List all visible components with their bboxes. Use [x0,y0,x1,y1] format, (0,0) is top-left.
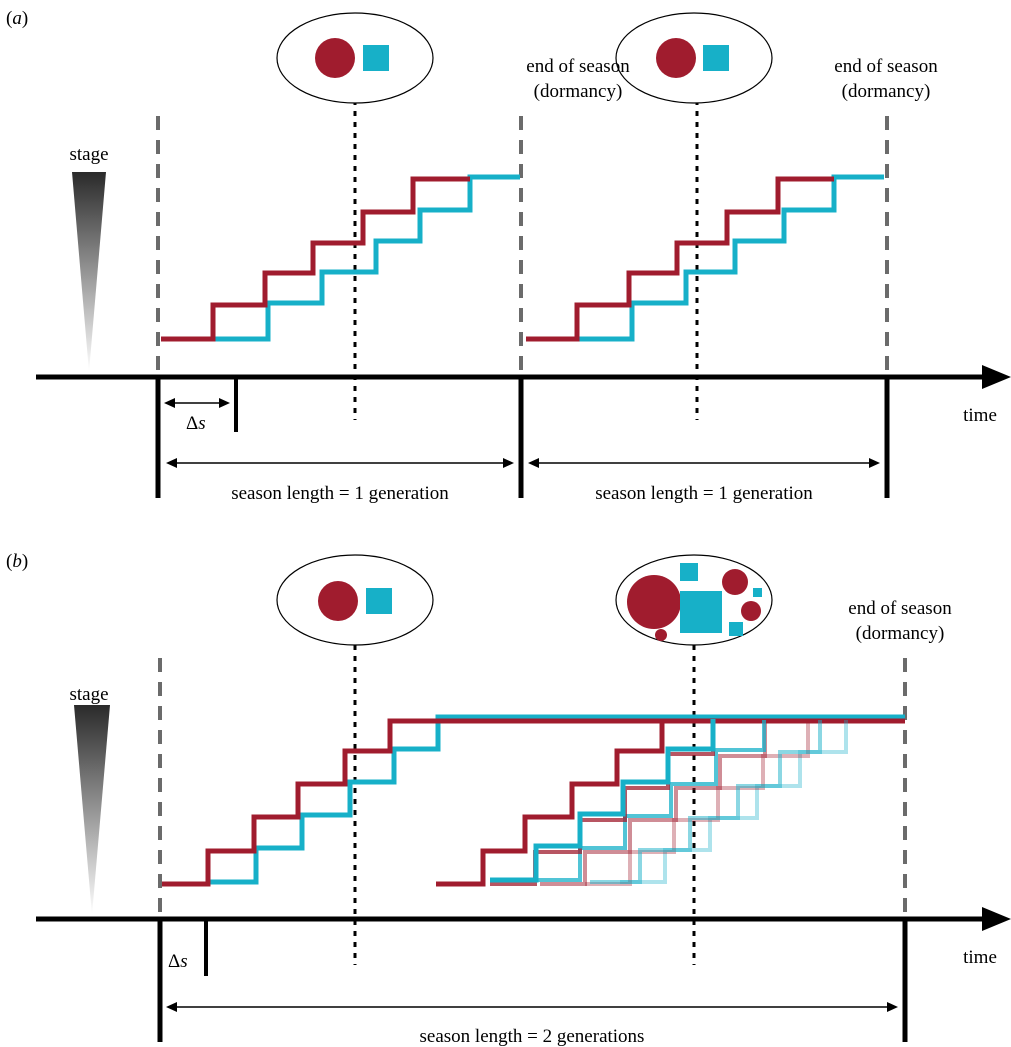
season-length-arrow-1 [166,458,514,468]
dormancy-label-1: (dormancy) [534,81,623,102]
season-length-label: season length = 2 generations [420,1026,645,1047]
red-stage-curve-gen2 [436,721,665,887]
delta-s-label: Δs [168,951,188,972]
red-circle-icon [318,581,358,621]
red-circle-icon [656,38,696,78]
offspring-stage-curves [436,719,848,887]
dormancy-label: (dormancy) [856,623,945,644]
red-stage-curve-1 [161,176,470,342]
faded-red-curve-2 [490,722,715,886]
panel-b-label: (b) [6,551,28,572]
faded-cyan-curve-4 [620,720,848,884]
population-ellipse-2 [615,12,773,104]
end-of-season-label-2: end of season [834,56,938,77]
cyan-square-icon [680,591,722,633]
season-length-label-1: season length = 1 generation [231,483,449,504]
cyan-square-icon [680,563,698,581]
stage-label: stage [69,684,108,705]
time-axis-arrowhead [982,907,1011,931]
time-label: time [963,405,997,426]
dormancy-label-2: (dormancy) [842,81,931,102]
cyan-square-icon [729,622,743,636]
time-label: time [963,947,997,968]
red-circle-icon [722,569,748,595]
end-of-season-label: end of season [848,598,952,619]
stage-gradient-wedge [74,705,110,915]
faded-cyan-curve-3 [590,720,822,884]
population-ellipse-1 [276,554,434,646]
red-circle-icon [627,575,681,629]
time-axis-arrowhead [982,365,1011,389]
stage-gradient-wedge [72,172,106,372]
season-length-label-2: season length = 1 generation [595,483,813,504]
cyan-stage-curve-2 [578,174,884,342]
panel-a: (a) stage end of season (dormancy) end o… [6,8,1011,504]
end-of-season-label-1: end of season [526,56,630,77]
cyan-square-icon [753,588,762,597]
stage-label: stage [69,144,108,165]
cyan-square-icon [366,588,392,614]
population-ellipse-1 [276,12,434,104]
panel-b: (b) stage end of season (dorm [6,551,1011,1047]
population-ellipse-2 [615,554,773,646]
season-length-arrow-2 [528,458,880,468]
faded-red-curve-4 [585,722,810,886]
red-circle-icon [315,38,355,78]
cyan-stage-curve-gen2 [490,719,716,883]
red-circle-icon [741,601,761,621]
delta-s-arrow [164,398,230,408]
cyan-stage-curve-1 [214,174,520,342]
season-length-arrow [166,1002,898,1012]
faded-cyan-curve-2 [536,720,766,882]
panel-a-label: (a) [6,8,28,29]
faded-red-curve-3 [540,722,767,886]
cyan-square-icon [703,45,729,71]
cyan-square-icon [363,45,389,71]
red-stage-curve-gen1 [162,718,905,887]
cyan-stage-curve-gen1 [208,714,905,885]
red-stage-curve-2 [526,176,834,342]
red-circle-icon [655,629,667,641]
delta-s-label: Δs [186,413,206,434]
